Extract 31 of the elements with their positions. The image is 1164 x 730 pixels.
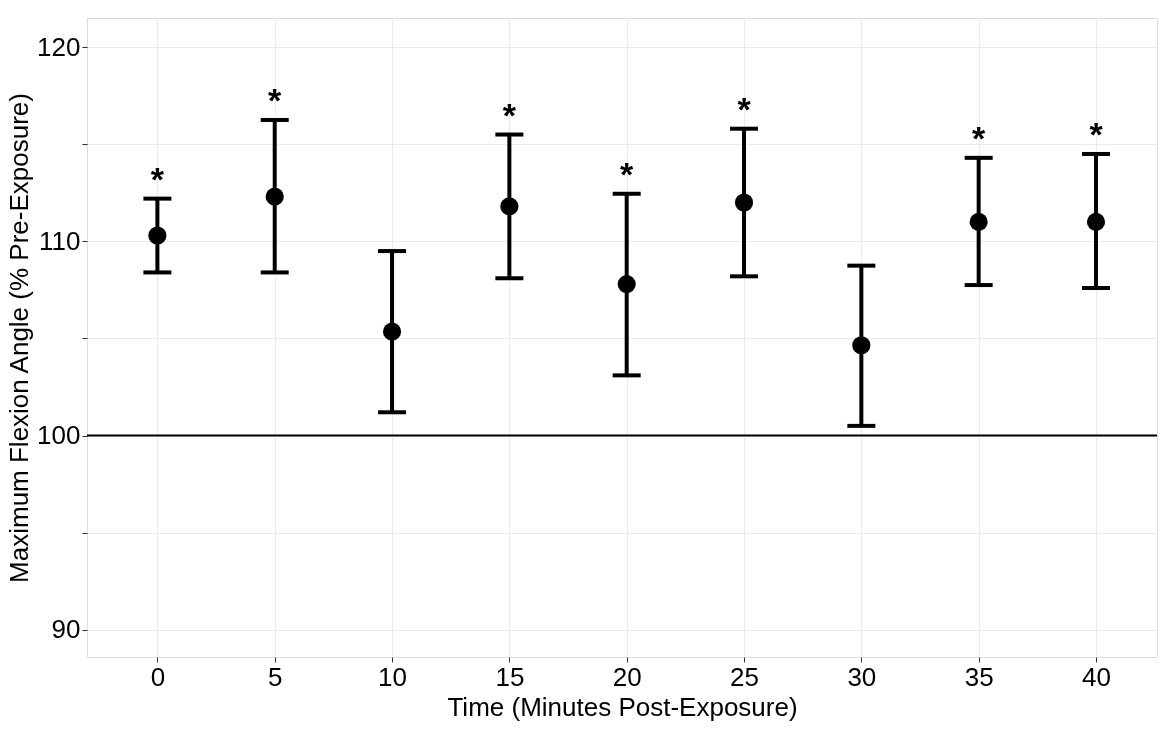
point: [617, 275, 636, 294]
x-tick-label: 20: [612, 661, 642, 692]
x-tick-label: 15: [495, 661, 525, 692]
x-tick-label: 10: [378, 661, 407, 692]
x-tick-label: 30: [847, 661, 877, 692]
point: [382, 322, 402, 341]
y-tick-label: 90: [51, 614, 81, 645]
point: [1086, 212, 1106, 231]
y-tick-label: 100: [37, 420, 81, 451]
x-tick-label: 5: [267, 661, 283, 692]
data-label: *: [502, 95, 517, 134]
data-label: *: [972, 118, 987, 157]
y-tick-label: 110: [39, 225, 81, 256]
y-axis-title: Maximum Flexion Angle (% Pre-Exposure): [4, 93, 35, 583]
x-tick-label: 35: [964, 661, 994, 692]
data-label: *: [620, 154, 635, 193]
point: [500, 197, 519, 216]
y-tick-label: 120: [37, 31, 81, 62]
data-label: *: [1089, 114, 1104, 153]
x-tick-label: 25: [730, 661, 759, 692]
x-axis-title: Time (Minutes Post-Exposure): [447, 691, 798, 722]
x-tick-label: 0: [150, 661, 166, 692]
data-label: *: [268, 80, 283, 119]
point: [852, 336, 871, 355]
x-tick-label: 40: [1082, 661, 1111, 692]
point: [265, 187, 284, 206]
data-label: *: [737, 89, 752, 128]
point: [148, 226, 167, 245]
point: [734, 193, 754, 212]
point: [969, 212, 988, 231]
data-label: *: [150, 159, 165, 198]
